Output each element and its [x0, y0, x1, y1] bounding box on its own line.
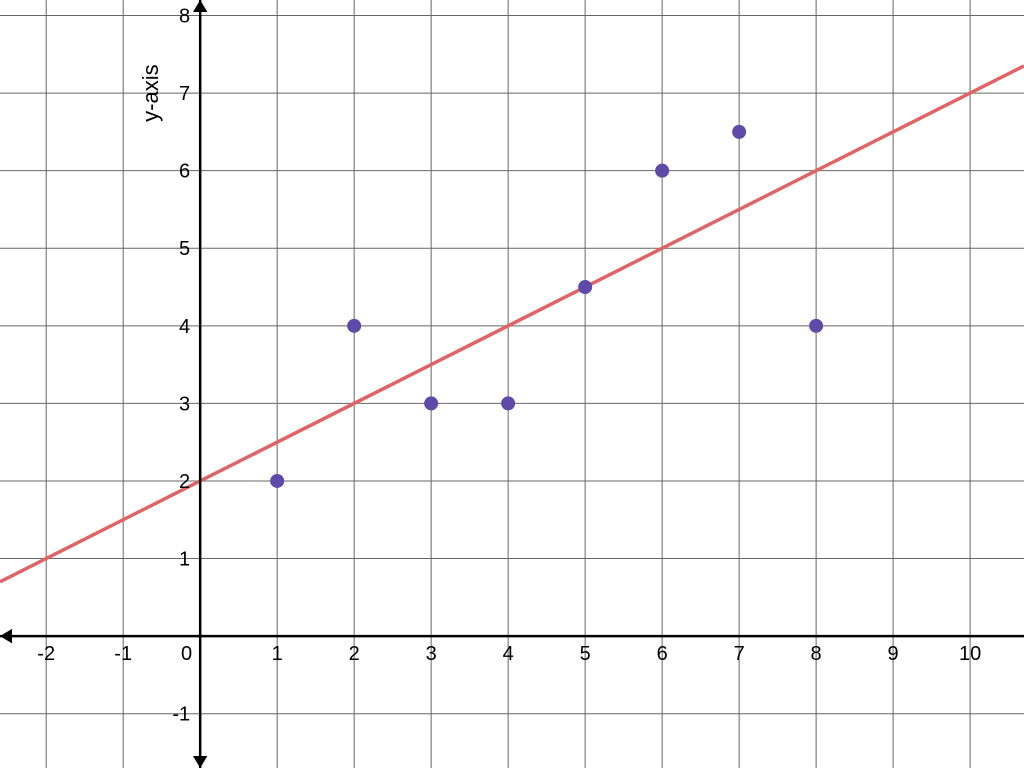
svg-text:7: 7 [734, 643, 745, 665]
svg-text:-2: -2 [37, 643, 55, 665]
svg-text:10: 10 [959, 643, 981, 665]
svg-text:3: 3 [426, 643, 437, 665]
svg-text:3: 3 [179, 393, 190, 415]
scatter-point [578, 280, 592, 294]
svg-text:-1: -1 [172, 704, 190, 726]
scatter-point [424, 396, 438, 410]
svg-text:0: 0 [181, 643, 192, 665]
svg-text:6: 6 [179, 161, 190, 183]
svg-text:1: 1 [179, 549, 190, 571]
svg-text:4: 4 [179, 316, 190, 338]
svg-text:5: 5 [580, 643, 591, 665]
svg-text:2: 2 [349, 643, 360, 665]
svg-text:1: 1 [272, 643, 283, 665]
svg-text:2: 2 [179, 471, 190, 493]
svg-text:7: 7 [179, 83, 190, 105]
svg-text:5: 5 [179, 238, 190, 260]
svg-text:6: 6 [657, 643, 668, 665]
scatter-point [501, 396, 515, 410]
scatter-point [655, 164, 669, 178]
svg-text:9: 9 [888, 643, 899, 665]
svg-text:8: 8 [179, 6, 190, 28]
y-axis-label: y-axis [138, 64, 163, 121]
svg-text:-1: -1 [114, 643, 132, 665]
scatter-point [809, 319, 823, 333]
svg-text:4: 4 [503, 643, 514, 665]
svg-text:8: 8 [811, 643, 822, 665]
scatter-point [347, 319, 361, 333]
scatter-chart: -2 -1 0 1 2 3 4 5 6 7 8 9 10 -1 1 2 3 4 5 6 7 8 y-axis [0, 0, 1024, 768]
scatter-point [270, 474, 284, 488]
scatter-point [732, 125, 746, 139]
